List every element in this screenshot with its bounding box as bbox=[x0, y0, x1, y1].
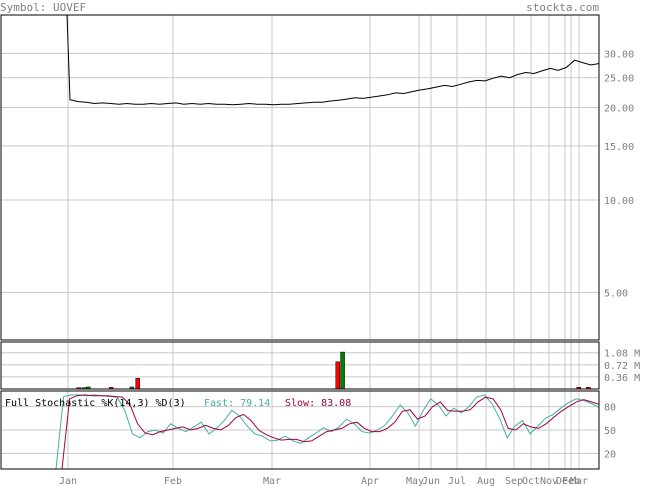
price-plot-area bbox=[1, 15, 599, 340]
x-tick-label: Mar bbox=[263, 476, 281, 486]
stochastic-tick-label: 50 bbox=[604, 426, 616, 437]
stochastic-fast-line bbox=[55, 394, 600, 470]
x-tick-label: Sep bbox=[505, 476, 523, 486]
price-tick-label: 25.00 bbox=[604, 74, 634, 85]
stochastic-tick-label: 80 bbox=[604, 403, 616, 414]
x-tick-label: Jul bbox=[448, 476, 466, 486]
volume-frame bbox=[0, 341, 600, 390]
volume-tick-label: 0.36 M bbox=[604, 373, 640, 384]
symbol-label: Symbol: UOVEF bbox=[0, 1, 86, 14]
volume-tick-label: 1.08 M bbox=[604, 349, 640, 360]
x-tick-label: Feb bbox=[562, 476, 580, 486]
stochastic-fast-value: Fast: 79.14 bbox=[204, 398, 270, 409]
volume-tick-label: 0.72 M bbox=[604, 361, 640, 372]
x-tick-label: Feb bbox=[164, 476, 182, 486]
x-tick-label: Oct bbox=[522, 476, 540, 486]
x-tick-label: Jun bbox=[422, 476, 440, 486]
stochastic-frame bbox=[0, 390, 600, 470]
price-tick-label: 10.00 bbox=[604, 196, 634, 207]
price-line bbox=[66, 14, 600, 106]
price-tick-label: 15.00 bbox=[604, 142, 634, 153]
price-tick-label: 5.00 bbox=[604, 288, 628, 299]
stochastic-tick-label: 20 bbox=[604, 449, 616, 460]
x-tick-label: May bbox=[406, 476, 424, 486]
x-tick-label: Apr bbox=[361, 476, 379, 486]
volume-bar bbox=[335, 361, 341, 390]
stochastic-title: Full Stochastic %K(14,3) %D(3) bbox=[5, 398, 186, 409]
price-frame bbox=[0, 14, 600, 341]
volume-panel: 1.08 M0.72 M0.36 M bbox=[0, 341, 640, 390]
stochastic-slow-line bbox=[61, 394, 600, 470]
price-tick-label: 30.00 bbox=[604, 49, 634, 60]
x-tick-label: Dec bbox=[556, 476, 574, 486]
price-tick-label: 20.00 bbox=[604, 103, 634, 114]
x-tick-label: Mar bbox=[570, 476, 588, 486]
price-panel: 30.00 25.00 20.00 15.00 10.00 5.00 bbox=[0, 14, 634, 341]
volume-bar bbox=[340, 351, 345, 390]
stochastic-panel: 80 50 20 bbox=[0, 390, 616, 470]
stochastic-slow-value: Slow: 83.08 bbox=[285, 398, 351, 409]
x-tick-label: Aug bbox=[477, 476, 495, 486]
x-tick-label: Nov bbox=[540, 476, 558, 486]
volume-bar bbox=[135, 378, 141, 390]
brand-label: stockta.com bbox=[526, 1, 599, 14]
x-tick-label: Jan bbox=[59, 476, 77, 486]
volume-plot-area bbox=[1, 342, 599, 389]
